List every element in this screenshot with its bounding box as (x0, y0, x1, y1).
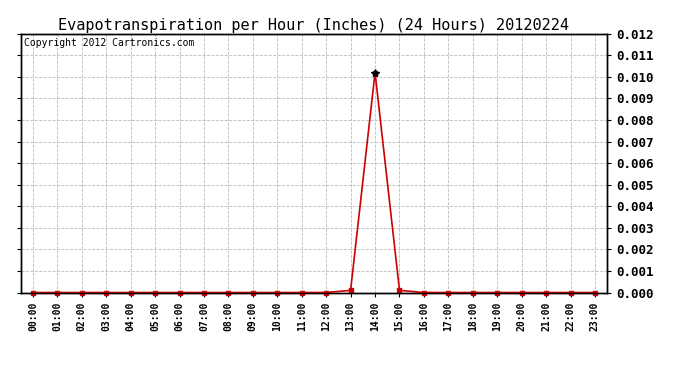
Title: Evapotranspiration per Hour (Inches) (24 Hours) 20120224: Evapotranspiration per Hour (Inches) (24… (59, 18, 569, 33)
Text: Copyright 2012 Cartronics.com: Copyright 2012 Cartronics.com (23, 38, 194, 48)
